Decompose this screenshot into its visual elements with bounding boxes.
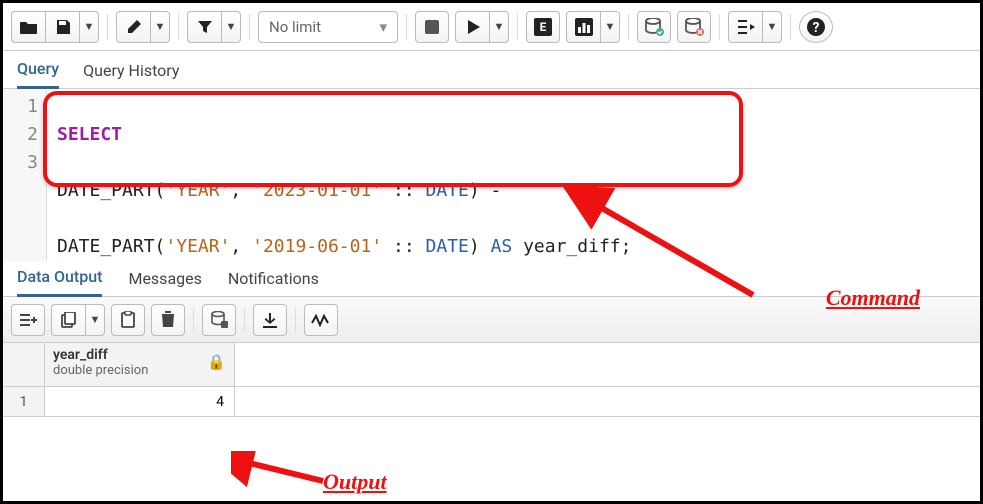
run-dropdown[interactable]: ▼ (489, 11, 509, 43)
sql-editor[interactable]: 1 2 3 SELECT DATE_PART('YEAR', '2023-01-… (3, 89, 980, 261)
column-header[interactable]: year_diff double precision 🔒 (45, 343, 235, 386)
tok: DATE_PART (57, 180, 155, 201)
result-grid: year_diff double precision 🔒 1 4 (3, 343, 980, 417)
separator (517, 14, 518, 40)
chevron-down-icon: ▼ (767, 20, 778, 33)
save-icon (55, 19, 71, 35)
help-button[interactable]: ? (799, 11, 833, 43)
str: '2019-06-01' (252, 236, 382, 257)
help-icon: ? (806, 17, 826, 37)
corner-cell (3, 343, 45, 386)
db-rollback-icon (684, 18, 704, 36)
list-play-icon (737, 19, 755, 35)
file-group: ▼ (11, 11, 99, 43)
line-num: 3 (3, 149, 38, 177)
macro-dropdown[interactable]: ▼ (762, 11, 782, 43)
dropdown-icon: ▾ (379, 18, 387, 36)
separator (628, 14, 629, 40)
bar-chart-icon (575, 18, 593, 36)
add-row-button[interactable] (11, 304, 45, 336)
run-group: ▼ (455, 11, 509, 43)
stop-icon (425, 20, 439, 34)
arrow-output (231, 451, 331, 491)
tok: :: (382, 180, 425, 201)
play-icon (466, 19, 480, 35)
str: 'YEAR' (165, 180, 230, 201)
analyze-dropdown[interactable]: ▼ (600, 11, 620, 43)
table-row[interactable]: 1 4 (3, 387, 980, 417)
rows-add-icon (19, 313, 37, 327)
separator (406, 14, 407, 40)
app-frame: ▼ ▼ ▼ No limit ▾ ▼ E ▼ (0, 0, 983, 504)
tok: ) (469, 236, 491, 257)
str: '2023-01-01' (252, 180, 382, 201)
commit-button[interactable] (637, 11, 671, 43)
tok: :: (382, 236, 425, 257)
grid-header-row: year_diff double precision 🔒 (3, 343, 980, 387)
limit-label: No limit (269, 18, 321, 36)
macro-group: ▼ (728, 11, 782, 43)
edit-group: ▼ (116, 11, 170, 43)
save-dropdown[interactable]: ▼ (79, 11, 99, 43)
kw-select: SELECT (57, 124, 122, 145)
filter-button[interactable] (187, 11, 221, 43)
line-gutter: 1 2 3 (3, 89, 47, 261)
tok: year_diff; (512, 236, 631, 257)
stop-button[interactable] (415, 11, 449, 43)
lock-icon: 🔒 (207, 353, 226, 371)
pencil-icon (126, 19, 142, 35)
kw: AS (491, 236, 513, 257)
code-area[interactable]: SELECT DATE_PART('YEAR', '2023-01-01' ::… (47, 89, 980, 261)
separator (790, 14, 791, 40)
str: 'YEAR' (165, 236, 230, 257)
folder-icon (20, 19, 38, 35)
line-num: 1 (3, 93, 38, 121)
separator (178, 14, 179, 40)
line-num: 2 (3, 121, 38, 149)
row-number: 1 (3, 387, 45, 416)
macro-button[interactable] (728, 11, 762, 43)
filter-group: ▼ (187, 11, 241, 43)
svg-text:?: ? (813, 20, 820, 36)
analyze-button[interactable] (566, 11, 600, 43)
tab-history[interactable]: Query History (83, 61, 179, 88)
limit-select[interactable]: No limit ▾ (258, 11, 398, 43)
annotation-output: Output (323, 469, 387, 495)
edit-dropdown[interactable]: ▼ (150, 11, 170, 43)
analyze-group: ▼ (566, 11, 620, 43)
tok: , (230, 236, 252, 257)
query-tabs: Query Query History (3, 51, 980, 89)
open-button[interactable] (11, 11, 45, 43)
explain-button[interactable]: E (526, 11, 560, 43)
tok: DATE_PART (57, 236, 155, 257)
edit-button[interactable] (116, 11, 150, 43)
save-button[interactable] (45, 11, 79, 43)
tok: ( (155, 236, 166, 257)
tok: , (230, 180, 252, 201)
kw: DATE (426, 236, 469, 257)
chevron-down-icon: ▼ (605, 20, 616, 33)
filter-icon (197, 19, 213, 35)
tab-query[interactable]: Query (17, 59, 59, 89)
separator (107, 14, 108, 40)
chevron-down-icon: ▼ (84, 20, 95, 33)
chevron-down-icon: ▼ (226, 20, 237, 33)
kw: DATE (426, 180, 469, 201)
tok: ) - (469, 180, 502, 201)
separator (719, 14, 720, 40)
rollback-button[interactable] (677, 11, 711, 43)
main-toolbar: ▼ ▼ ▼ No limit ▾ ▼ E ▼ (3, 3, 980, 51)
chevron-down-icon: ▼ (494, 20, 505, 33)
explain-icon: E (534, 18, 552, 36)
run-button[interactable] (455, 11, 489, 43)
tok: ( (155, 180, 166, 201)
annotation-command: Command (826, 285, 920, 311)
db-commit-icon (644, 18, 664, 36)
separator (249, 14, 250, 40)
chevron-down-icon: ▼ (155, 20, 166, 33)
cell-value[interactable]: 4 (45, 387, 235, 416)
filter-dropdown[interactable]: ▼ (221, 11, 241, 43)
column-name: year_diff (53, 347, 108, 363)
column-type: double precision (53, 363, 148, 378)
